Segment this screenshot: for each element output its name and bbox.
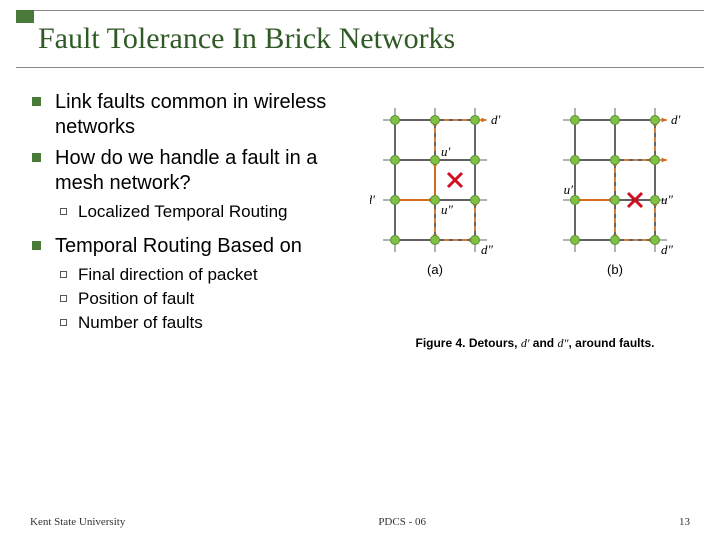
caption-suffix: , around faults. xyxy=(568,336,654,350)
sub-bullet-item: Position of fault xyxy=(60,289,362,309)
bullet-item: Temporal Routing Based on xyxy=(32,234,362,259)
bullet-text: Temporal Routing Based on xyxy=(55,234,302,259)
page-title: Fault Tolerance In Brick Networks xyxy=(16,10,704,56)
sub-bullet-marker-icon xyxy=(60,208,67,215)
sub-bullet-text: Final direction of packet xyxy=(78,265,258,285)
sub-bullet-marker-icon xyxy=(60,319,67,326)
footer-left: Kent State University xyxy=(30,516,125,528)
bullet-item: How do we handle a fault in a mesh netwo… xyxy=(32,146,362,196)
slide: Fault Tolerance In Brick Networks Link f… xyxy=(0,0,720,540)
svg-text:u″: u″ xyxy=(661,192,674,207)
figure-caption: Figure 4. Detours, d′ and d″, around fau… xyxy=(370,336,700,351)
title-bar: Fault Tolerance In Brick Networks xyxy=(16,10,704,68)
title-corner-accent xyxy=(16,10,34,23)
sub-bullet-item: Localized Temporal Routing xyxy=(60,202,362,222)
footer-center: PDCS - 06 xyxy=(378,516,426,528)
svg-text:d″: d″ xyxy=(661,242,674,257)
sub-bullet-text: Number of faults xyxy=(78,313,203,333)
sub-bullet-marker-icon xyxy=(60,295,67,302)
title-rule xyxy=(16,10,704,11)
bullet-text: Link faults common in wireless networks xyxy=(55,90,362,140)
svg-text:d′: d′ xyxy=(491,112,501,127)
figure-area: d′ u′ u″ d′ d″ (a) d′ u′ u″ d″ (b) Figure 4. Detou… xyxy=(370,100,700,351)
svg-text:d′: d′ xyxy=(671,112,681,127)
sub-bullet-item: Number of faults xyxy=(60,313,362,333)
caption-prefix: Figure 4. Detours, xyxy=(415,336,520,350)
sub-bullet-marker-icon xyxy=(60,271,67,278)
bullet-marker-icon xyxy=(32,153,41,162)
content-area: Link faults common in wireless networks … xyxy=(32,90,362,337)
caption-d-dprime: d″ xyxy=(557,336,568,350)
sub-bullet-item: Final direction of packet xyxy=(60,265,362,285)
svg-text:d″: d″ xyxy=(481,242,494,257)
svg-text:(a): (a) xyxy=(427,262,443,277)
svg-text:d′: d′ xyxy=(370,192,375,207)
sub-bullet-text: Position of fault xyxy=(78,289,194,309)
svg-text:u″: u″ xyxy=(441,202,454,217)
mesh-diagram: d′ u′ u″ d′ d″ (a) d′ u′ u″ d″ (b) xyxy=(370,100,700,330)
footer-right: 13 xyxy=(679,516,690,528)
bullet-marker-icon xyxy=(32,97,41,106)
footer: Kent State University PDCS - 06 13 xyxy=(0,516,720,528)
bullet-item: Link faults common in wireless networks xyxy=(32,90,362,140)
sub-bullet-text: Localized Temporal Routing xyxy=(78,202,287,222)
bullet-marker-icon xyxy=(32,241,41,250)
svg-text:(b): (b) xyxy=(607,262,623,277)
svg-text:u′: u′ xyxy=(564,182,574,197)
caption-mid: and xyxy=(529,336,557,350)
bullet-text: How do we handle a fault in a mesh netwo… xyxy=(55,146,362,196)
svg-text:u′: u′ xyxy=(441,144,451,159)
